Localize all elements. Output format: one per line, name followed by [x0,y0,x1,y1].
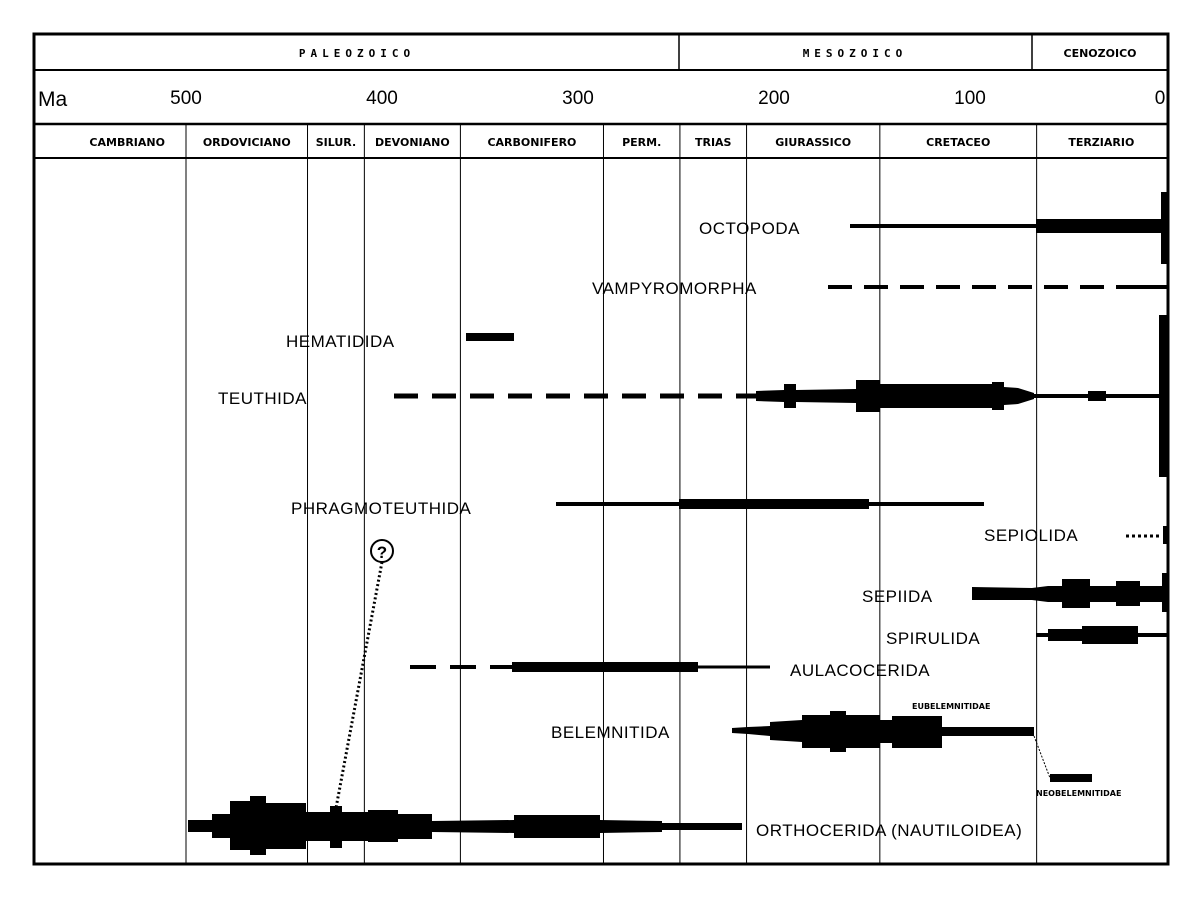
period-label-silur: SILUR. [316,136,356,149]
era-label-paleozoico: PALEOZOICO [299,47,415,60]
period-divider-lines [185,124,1038,864]
range-spirulida-thick-1 [1048,629,1082,641]
range-neobelemnitidae [1050,774,1092,782]
period-label-trias: TRIAS [695,136,732,149]
taxon-label-hematidida: HEMATIDIDA [286,332,395,351]
period-label-giurassico: GIURASSICO [775,136,851,149]
period-label-cambriano: CAMBRIANO [89,136,165,149]
period-label-ordoviciano: ORDOVICIANO [203,136,291,149]
period-label-terziario: TERZIARIO [1068,136,1134,149]
taxon-label-orthocerida: ORTHOCERIDA (NAUTILOIDEA) [756,821,1022,840]
question-mark: ? [377,543,387,562]
period-labels: CAMBRIANO ORDOVICIANO SILUR. DEVONIANO CARBO… [89,136,1134,149]
recent-bar-teuthida [1159,315,1168,477]
question-mark-connector [334,561,384,809]
taxon-label-belemnitida: BELEMNITIDA [551,723,670,742]
era-label-mesozoico: MESOZOICO [803,47,908,60]
range-hematidida [466,333,514,341]
range-orthocerida [188,796,742,855]
period-label-cretaceo: CRETACEO [926,136,990,149]
taxon-label-octopoda: OCTOPODA [699,219,800,238]
tick-label-500: 500 [170,88,202,109]
recent-bar-sepiolida [1163,526,1168,544]
era-label-cenozoico: CENOZOICO [1064,47,1137,60]
era-band-frame [33,33,1169,71]
eubelemnitidae-connector [1033,735,1051,779]
tick-label-400: 400 [366,88,398,109]
range-teuthida-node [1088,391,1106,401]
taxon-label-aulacocerida: AULACOCERIDA [790,661,930,680]
range-sepiida [972,573,1168,612]
recent-bar-octopoda [1161,192,1168,264]
range-teuthida-spindle [756,380,1034,412]
period-label-devoniano: DEVONIANO [375,136,450,149]
range-belemnitida [732,711,1034,752]
tick-label-200: 200 [758,88,790,109]
taxon-label-spirulida: SPIRULIDA [886,629,980,648]
taxon-label-sepiida: SEPIIDA [862,587,933,606]
question-mark-circle [370,539,394,563]
axis-unit-label: Ma [38,88,67,111]
taxon-label-phragmoteuthida: PHRAGMOTEUTHIDA [291,499,472,518]
range-phragmoteuthida-thick [679,499,869,509]
range-spirulida-thick-2 [1082,626,1138,644]
taxon-label-sepiolida: SEPIOLIDA [984,526,1078,545]
range-octopoda-thick [1036,219,1163,233]
subtaxon-label-eubelemnitidae: EUBELEMNITIDAE [912,702,990,711]
taxon-label-teuthida: TEUTHIDA [218,389,307,408]
taxon-label-vampyromorpha: VAMPYROMORPHA [592,279,757,298]
tick-label-100: 100 [954,88,986,109]
period-label-perm: PERM. [622,136,661,149]
tick-label-300: 300 [562,88,594,109]
range-aulacocerida-thick [512,662,698,672]
period-label-carbonifero: CARBONIFERO [487,136,576,149]
tick-label-0: 0 [1155,88,1166,109]
subtaxon-label-neobelemnitidae: NEOBELEMNITIDAE [1036,789,1121,798]
axis-tick-labels: 500 400 300 200 100 0 [170,88,1165,109]
